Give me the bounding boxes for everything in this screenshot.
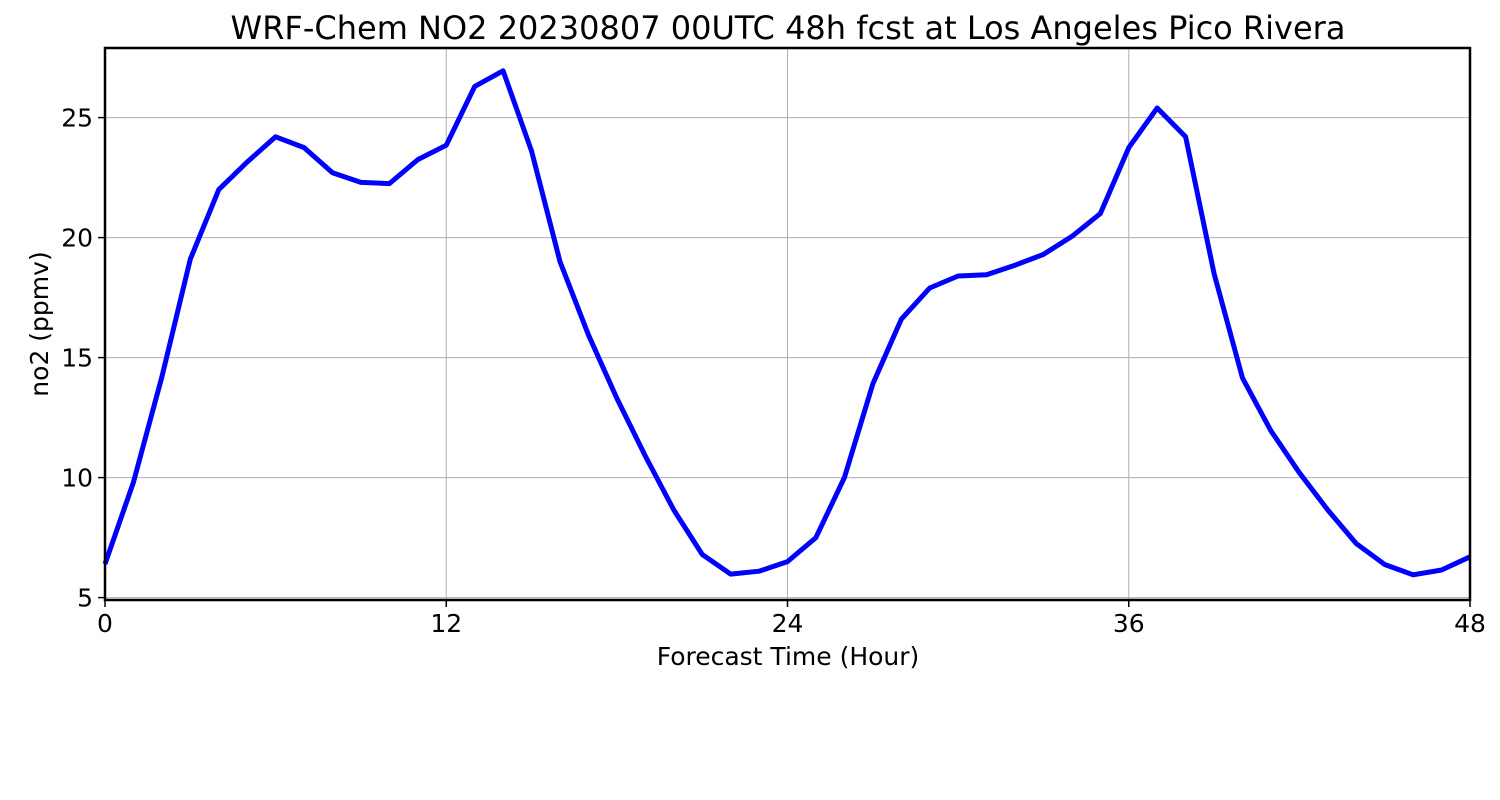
series-line (102, 68, 1472, 578)
x-tick-label: 0 (97, 609, 113, 638)
x-tick-label: 12 (430, 609, 462, 638)
grid (104, 48, 1471, 600)
series-layer (102, 68, 1472, 578)
y-axis-label: no2 (ppmv) (25, 251, 54, 396)
x-axis-label: Forecast Time (Hour) (657, 642, 920, 671)
y-tick-label: 5 (77, 584, 93, 613)
y-tick-label: 15 (61, 344, 93, 373)
x-tick-label: 24 (772, 609, 804, 638)
y-tick-label: 20 (61, 224, 93, 253)
x-tick-label: 36 (1113, 609, 1145, 638)
chart-title: WRF-Chem NO2 20230807 00UTC 48h fcst at … (231, 9, 1346, 47)
y-tick-label: 25 (61, 104, 93, 133)
x-axis: 0 12 24 36 48 (97, 600, 1486, 638)
x-tick-label: 48 (1454, 609, 1486, 638)
y-axis: 5 10 15 20 25 (61, 104, 105, 613)
y-tick-label: 10 (61, 464, 93, 493)
